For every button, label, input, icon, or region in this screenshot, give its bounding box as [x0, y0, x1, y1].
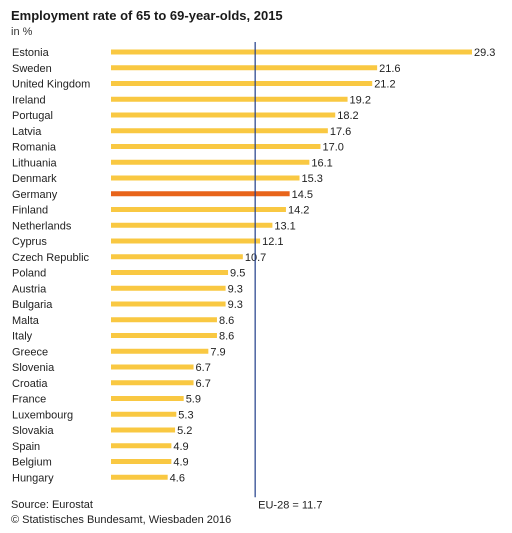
bar-malta [111, 317, 217, 323]
value-label-slovenia: 6.7 [196, 362, 211, 374]
source-note: Source: Eurostat [11, 499, 93, 511]
bar-luxembourg [111, 411, 177, 417]
unit-label: in % [11, 26, 33, 38]
bar-slovenia [111, 364, 194, 370]
category-label-germany: Germany [12, 189, 58, 201]
bar-croatia [111, 380, 194, 386]
category-label-malta: Malta [12, 315, 40, 327]
value-label-austria: 9.3 [228, 283, 243, 295]
category-label-belgium: Belgium [12, 457, 52, 469]
bar-cyprus [111, 238, 261, 244]
value-label-romania: 17.0 [322, 142, 343, 154]
bar-ireland [111, 96, 348, 102]
category-label-poland: Poland [12, 268, 46, 280]
bar-slovakia [111, 427, 176, 433]
value-label-ireland: 19.2 [350, 94, 371, 106]
category-label-romania: Romania [12, 142, 57, 154]
bar-bulgaria [111, 301, 226, 307]
value-label-sweden: 21.6 [379, 63, 400, 75]
value-label-estonia: 29.3 [474, 47, 495, 59]
value-label-france: 5.9 [186, 394, 201, 406]
bar-hungary [111, 474, 168, 480]
bar-romania [111, 144, 321, 149]
value-label-greece: 7.9 [210, 346, 225, 358]
bar-poland [111, 270, 229, 275]
category-label-lithuania: Lithuania [12, 157, 58, 169]
bar-sweden [111, 65, 378, 71]
value-label-slovakia: 5.2 [177, 425, 192, 437]
category-label-slovenia: Slovenia [12, 362, 55, 374]
value-label-spain: 4.9 [173, 441, 188, 453]
category-label-luxembourg: Luxembourg [12, 409, 73, 421]
value-label-malta: 8.6 [219, 315, 234, 327]
chart-title: Employment rate of 65 to 69-year-olds, 2… [11, 8, 283, 23]
bar-austria [111, 285, 226, 291]
value-label-poland: 9.5 [230, 268, 245, 280]
bar-denmark [111, 175, 300, 181]
category-label-finland: Finland [12, 205, 48, 217]
category-label-netherlands: Netherlands [12, 220, 72, 232]
value-label-belgium: 4.9 [173, 457, 188, 469]
bar-germany [111, 191, 290, 197]
category-label-greece: Greece [12, 346, 48, 358]
category-label-austria: Austria [12, 283, 47, 295]
category-label-spain: Spain [12, 441, 40, 453]
bar-finland [111, 207, 286, 212]
bar-greece [111, 348, 209, 354]
eu28-reference-label: EU-28 = 11.7 [258, 499, 322, 511]
bar-france [111, 396, 184, 401]
value-label-united-kingdom: 21.2 [374, 79, 395, 91]
value-label-latvia: 17.6 [330, 126, 351, 138]
category-label-portugal: Portugal [12, 110, 53, 122]
value-label-hungary: 4.6 [170, 472, 185, 484]
category-label-latvia: Latvia [12, 126, 42, 138]
value-label-portugal: 18.2 [337, 110, 358, 122]
category-label-czech-republic: Czech Republic [12, 252, 90, 264]
value-label-lithuania: 16.1 [311, 157, 332, 169]
value-label-luxembourg: 5.3 [178, 409, 193, 421]
copyright-note: © Statistisches Bundesamt, Wiesbaden 201… [11, 514, 232, 526]
category-label-united-kingdom: United Kingdom [12, 79, 90, 91]
bar-netherlands [111, 222, 273, 228]
category-label-cyprus: Cyprus [12, 236, 47, 248]
category-label-hungary: Hungary [12, 472, 54, 484]
category-label-estonia: Estonia [12, 47, 50, 59]
category-label-italy: Italy [12, 331, 33, 343]
value-label-denmark: 15.3 [302, 173, 323, 185]
value-label-italy: 8.6 [219, 331, 234, 343]
category-label-denmark: Denmark [12, 173, 57, 185]
value-label-croatia: 6.7 [196, 378, 211, 390]
bar-portugal [111, 112, 336, 118]
bar-latvia [111, 128, 328, 134]
category-label-slovakia: Slovakia [12, 425, 54, 437]
value-label-finland: 14.2 [288, 205, 309, 217]
bar-lithuania [111, 159, 310, 165]
bar-italy [111, 333, 217, 338]
value-label-cyprus: 12.1 [262, 236, 283, 248]
value-label-netherlands: 13.1 [274, 220, 295, 232]
category-label-bulgaria: Bulgaria [12, 299, 53, 311]
bar-united-kingdom [111, 81, 373, 86]
bar-spain [111, 443, 172, 449]
bar-estonia [111, 49, 472, 55]
bar-czech-republic [111, 254, 243, 260]
category-label-croatia: Croatia [12, 378, 48, 390]
category-label-france: France [12, 394, 46, 406]
category-label-sweden: Sweden [12, 63, 52, 75]
value-label-germany: 14.5 [292, 189, 313, 201]
category-label-ireland: Ireland [12, 94, 46, 106]
value-label-bulgaria: 9.3 [228, 299, 243, 311]
bar-belgium [111, 459, 172, 464]
